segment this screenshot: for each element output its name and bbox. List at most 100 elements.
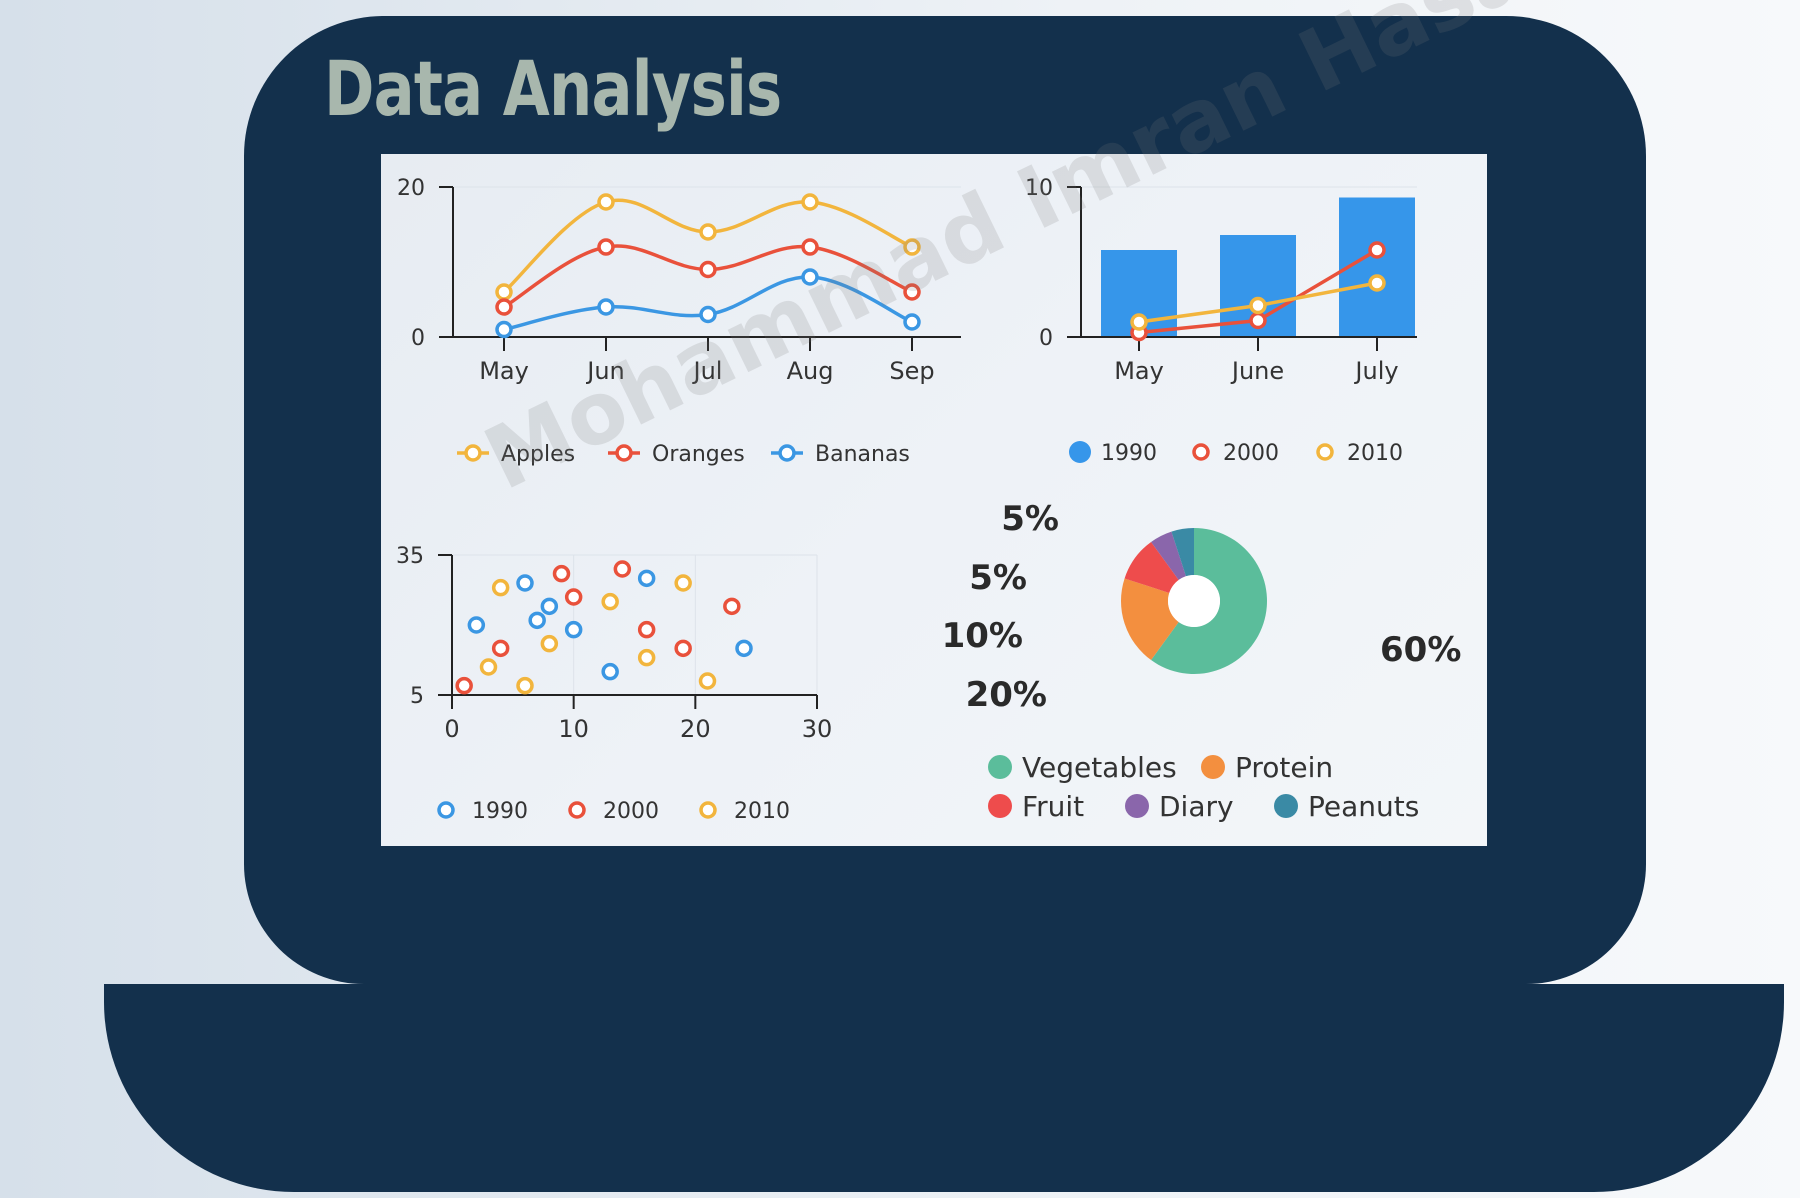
bar-legend-label: 2000 xyxy=(1223,441,1279,466)
bar-chart-point-2010 xyxy=(1368,274,1386,292)
scatter-point-2000 xyxy=(552,564,571,583)
line-chart-x-tick-label: Sep xyxy=(889,357,934,385)
scatter-point-2010 xyxy=(479,658,498,676)
scatter-y-tick-label: 35 xyxy=(396,544,424,569)
line-point-oranges xyxy=(597,238,615,256)
scatter-point-1990 xyxy=(601,662,619,681)
line-point-apples xyxy=(903,238,921,256)
scatter-point-1990 xyxy=(540,597,559,616)
line-chart-y-tick-label: 20 xyxy=(397,176,425,201)
line-legend-label: Oranges xyxy=(652,442,745,467)
line-legend-marker-oranges xyxy=(615,444,633,462)
scatter-point-2000 xyxy=(455,676,473,695)
scatter-point-2000 xyxy=(564,588,583,606)
scatter-legend-label: 1990 xyxy=(472,799,528,824)
scatter-point-2000 xyxy=(491,639,510,658)
scatter-legend-label: 2000 xyxy=(603,799,659,824)
scatter-point-2000 xyxy=(723,597,741,616)
bar-legend-label: 2010 xyxy=(1347,441,1403,466)
donut-legend-marker-peanuts xyxy=(1274,794,1298,818)
bar-chart-point-2000 xyxy=(1368,241,1386,259)
donut-label-vegetables: 60% xyxy=(1380,630,1461,670)
bar-chart-x-tick-label: July xyxy=(1353,357,1398,385)
laptop-base xyxy=(104,984,1784,1192)
bar-chart-y-tick-label: 10 xyxy=(1025,176,1053,201)
scatter-point-2000 xyxy=(613,560,632,578)
bar-chart-point-2010 xyxy=(1249,296,1267,315)
scatter-legend-marker-2000 xyxy=(568,801,586,819)
line-point-bananas xyxy=(699,305,717,324)
donut-slice-protein xyxy=(1121,578,1179,661)
scatter-point-1990 xyxy=(564,620,583,639)
scatter-legend-marker-1990 xyxy=(437,801,455,819)
donut-legend-label: Diary xyxy=(1159,790,1234,823)
scatter-point-1990 xyxy=(528,611,546,630)
line-point-oranges xyxy=(801,238,819,256)
bar-legend-marker-1990 xyxy=(1069,441,1091,463)
donut-legend-marker-protein xyxy=(1201,755,1225,779)
page-title: Data Analysis xyxy=(324,44,782,133)
scatter-x-tick-label: 30 xyxy=(802,715,833,743)
scatter-legend-label: 2010 xyxy=(734,799,790,824)
bar-chart-point-2000 xyxy=(1249,311,1267,330)
scatter-point-2010 xyxy=(516,676,534,695)
donut-slice-vegetables xyxy=(1151,528,1267,674)
line-point-bananas xyxy=(801,268,819,286)
line-chart-x-tick-label: Aug xyxy=(787,357,834,385)
scatter-x-tick-label: 10 xyxy=(558,715,589,743)
scatter-point-2010 xyxy=(540,634,559,653)
line-chart-y-tick-label: 0 xyxy=(411,326,425,351)
scatter-legend-marker-2010 xyxy=(699,801,717,819)
scatter-point-1990 xyxy=(637,569,656,588)
donut-slice-peanuts xyxy=(1171,528,1194,577)
bar-legend-marker-2010 xyxy=(1316,443,1334,461)
line-point-bananas xyxy=(597,298,615,316)
line-legend-marker-apples xyxy=(464,444,482,462)
line-point-oranges xyxy=(903,283,921,301)
donut-legend-label: Protein xyxy=(1235,751,1333,784)
dashboard-screen: 0 20 May Jun Jul Aug Sep Apples Oranges Bananas 0 1… xyxy=(381,154,1487,846)
line-point-bananas xyxy=(903,313,921,331)
line-point-apples xyxy=(597,193,615,211)
bar-chart-point-2010 xyxy=(1130,313,1148,331)
scatter-point-2010 xyxy=(698,672,717,690)
donut-label-fruit: 10% xyxy=(942,616,1023,656)
line-point-apples xyxy=(699,223,717,241)
scatter-point-2010 xyxy=(674,574,692,592)
scatter-x-tick-label: 0 xyxy=(444,715,459,743)
scatter-point-1990 xyxy=(735,639,753,658)
line-point-oranges xyxy=(495,298,513,316)
donut-legend-label: Peanuts xyxy=(1308,790,1419,823)
scatter-point-2010 xyxy=(491,578,510,597)
donut-label-diary: 5% xyxy=(969,558,1027,598)
line-chart-x-tick-label: May xyxy=(479,357,529,385)
donut-slice-fruit xyxy=(1124,541,1179,593)
scatter-y-tick-label: 5 xyxy=(410,684,424,709)
donut-slice-diary xyxy=(1151,531,1186,580)
line-chart-x-tick-label: Jul xyxy=(692,357,723,385)
donut-hole xyxy=(1168,575,1220,627)
line-point-bananas xyxy=(495,320,513,339)
donut-legend-marker-vegetables xyxy=(988,755,1012,779)
bar-chart-x-tick-label: May xyxy=(1114,357,1164,385)
donut-legend-marker-diary xyxy=(1125,794,1149,818)
donut-label-peanuts: 5% xyxy=(1001,499,1059,539)
scatter-point-2000 xyxy=(674,639,692,658)
line-point-apples xyxy=(495,283,513,301)
bar-1990-july xyxy=(1339,197,1415,337)
scatter-point-1990 xyxy=(516,574,534,592)
bar-chart-y-tick-label: 0 xyxy=(1039,326,1053,351)
scatter-point-1990 xyxy=(467,616,486,634)
scatter-point-2000 xyxy=(637,620,656,639)
bar-legend-marker-2000 xyxy=(1192,443,1210,461)
scatter-point-2010 xyxy=(637,648,656,667)
line-point-oranges xyxy=(699,260,717,279)
donut-label-protein: 20% xyxy=(966,675,1047,715)
line-point-apples xyxy=(801,193,819,211)
line-chart-x-tick-label: Jun xyxy=(585,357,625,385)
bar-chart-x-tick-label: June xyxy=(1230,357,1284,385)
donut-legend-label: Vegetables xyxy=(1022,751,1177,784)
bar-legend-label: 1990 xyxy=(1101,441,1157,466)
scatter-point-2010 xyxy=(601,592,619,611)
donut-legend-label: Fruit xyxy=(1022,790,1084,823)
